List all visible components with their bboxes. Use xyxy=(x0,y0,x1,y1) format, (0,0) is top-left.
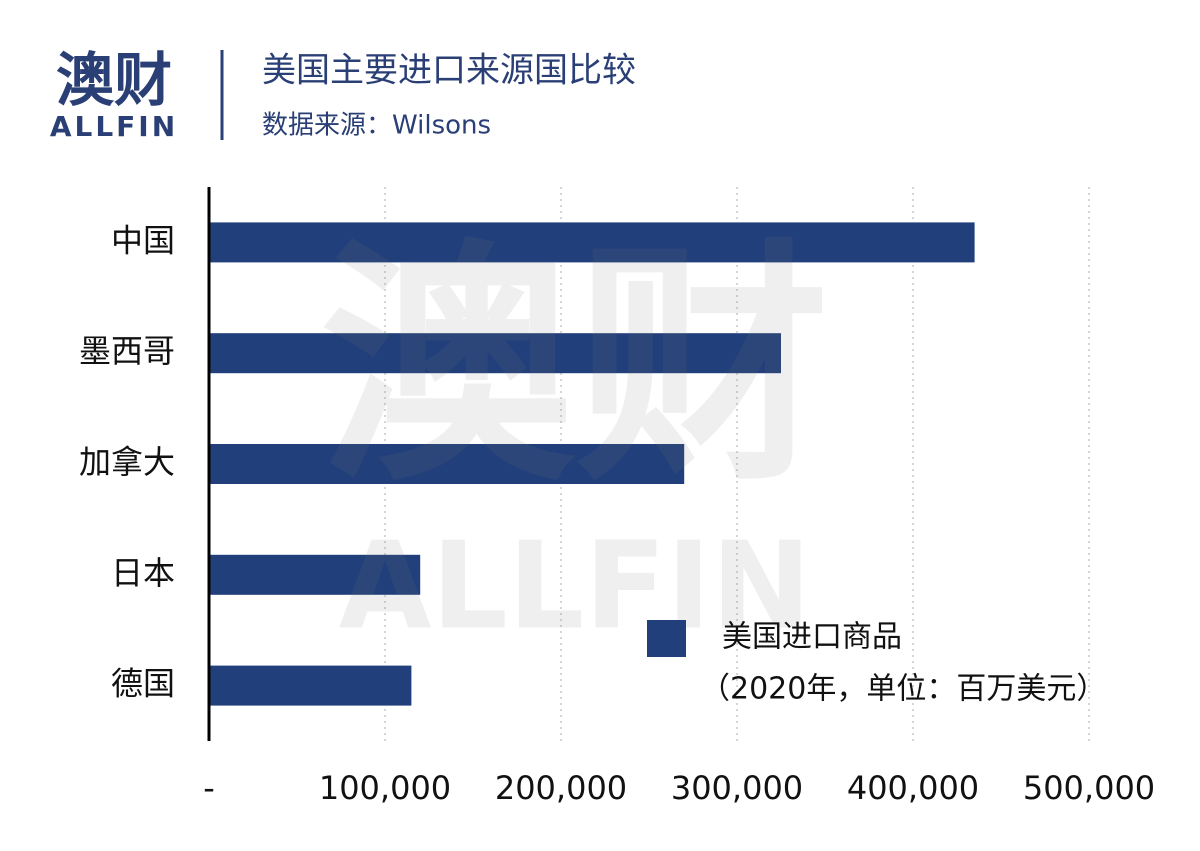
bar xyxy=(209,444,685,484)
legend-note: （2020年，单位：百万美元） xyxy=(700,672,1106,707)
y-tick-label: 中国 xyxy=(111,221,175,259)
y-tick-label: 加拿大 xyxy=(79,443,175,481)
legend-swatch xyxy=(647,620,686,657)
y-tick-label: 德国 xyxy=(111,665,175,703)
chart-title: 美国主要进口来源国比较 xyxy=(262,51,636,91)
y-tick-label: 墨西哥 xyxy=(79,332,175,370)
x-tick-label: 400,000 xyxy=(847,769,979,807)
x-tick-label: 200,000 xyxy=(495,769,627,807)
legend-label: 美国进口商品 xyxy=(722,620,902,655)
bar xyxy=(209,222,975,263)
chart-subtitle: 数据来源：Wilsons xyxy=(262,111,491,141)
bar xyxy=(209,333,781,374)
x-tick-label: 300,000 xyxy=(671,769,803,807)
bar xyxy=(209,554,421,595)
watermark-mark: 澳财 xyxy=(320,219,830,516)
watermark-name: ALLFIN xyxy=(339,518,812,657)
logo-mark: 澳财 xyxy=(56,46,172,114)
x-tick-label: 100,000 xyxy=(319,769,451,807)
x-tick-label: 500,000 xyxy=(1023,769,1155,807)
y-tick-label: 日本 xyxy=(111,554,175,592)
bar xyxy=(209,665,412,706)
logo-name: ALLFIN xyxy=(50,110,178,143)
x-tick-label: - xyxy=(203,769,215,807)
